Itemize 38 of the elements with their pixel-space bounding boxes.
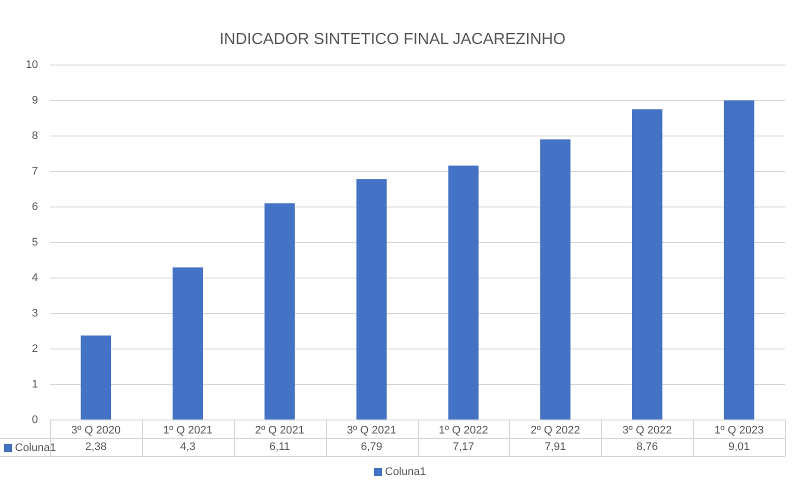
data-label: 9,01 xyxy=(728,441,750,454)
data-label: 6,11 xyxy=(269,441,290,454)
y-tick-label: 4 xyxy=(32,272,38,284)
bar xyxy=(80,336,112,420)
bar xyxy=(172,267,203,420)
x-tick-label: 3º Q 2022 xyxy=(622,424,672,437)
x-tick-label: 3º Q 2021 xyxy=(346,424,396,437)
data-label: 7,91 xyxy=(544,441,566,454)
data-label: 7,17 xyxy=(452,441,474,454)
text: Coluna1 xyxy=(385,466,426,478)
x-tick-label: 3º Q 2020 xyxy=(71,424,121,437)
bar xyxy=(264,203,295,420)
data-label: 2,38 xyxy=(85,441,107,454)
y-tick-label: 7 xyxy=(32,166,38,178)
data-label: 6,79 xyxy=(360,441,382,454)
x-tick-label: 1º Q 2021 xyxy=(163,424,212,437)
y-tick-label: 10 xyxy=(26,59,38,72)
x-tick-label: 2º Q 2021 xyxy=(255,424,304,437)
x-tick-label: 2º Q 2022 xyxy=(530,424,580,437)
y-tick-label: 2 xyxy=(32,343,38,356)
y-tick-label: 9 xyxy=(32,94,38,107)
y-tick-label: 6 xyxy=(32,201,38,214)
chart-title: INDICADOR SINTETICO FINAL JACAREZINHO xyxy=(219,31,566,48)
bar xyxy=(540,139,570,420)
legend-label: Coluna1 xyxy=(15,442,56,454)
x-tick-label: 1º Q 2022 xyxy=(438,424,488,437)
bar xyxy=(356,179,387,420)
bar xyxy=(448,166,479,420)
bar xyxy=(632,109,662,420)
data-label: 4,3 xyxy=(180,441,196,454)
y-tick-label: 5 xyxy=(32,236,38,249)
bar xyxy=(724,100,754,420)
data-label: 8,76 xyxy=(636,441,658,454)
x-tick-label: 1º Q 2023 xyxy=(714,424,764,437)
y-tick-label: 0 xyxy=(32,414,38,426)
y-tick-label: 8 xyxy=(32,130,38,142)
y-tick-label: 3 xyxy=(32,308,38,320)
y-tick-label: 1 xyxy=(32,378,38,391)
